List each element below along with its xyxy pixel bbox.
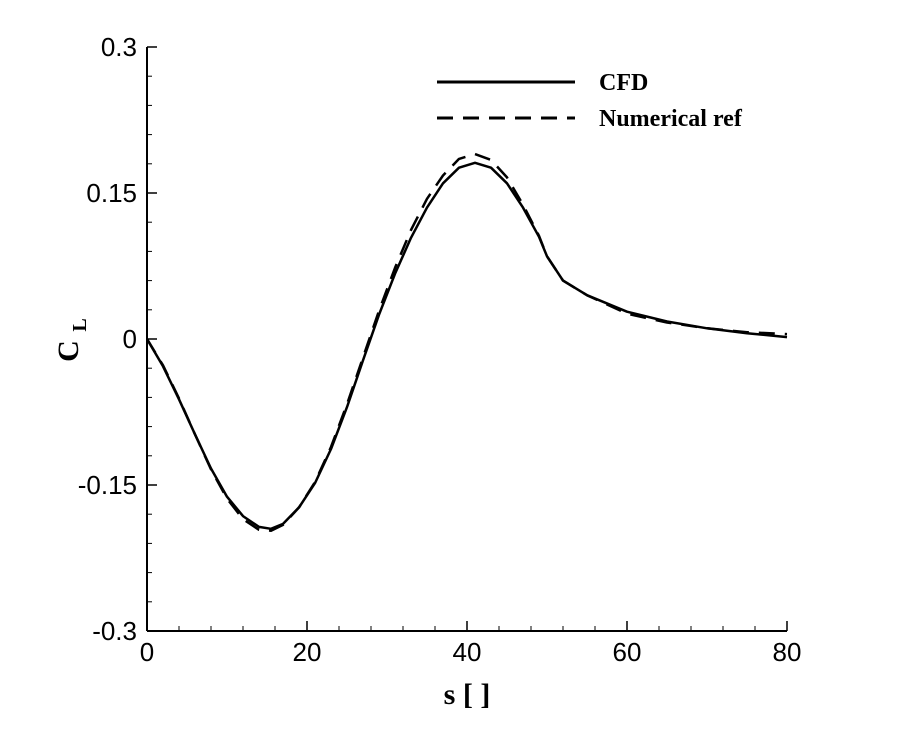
y-tick-label: -0.15 — [78, 470, 137, 500]
ticks: 0 20 40 60 80 -0.3 -0.15 0 0.15 0.3 — [78, 32, 802, 667]
legend-label-cfd: CFD — [599, 70, 648, 96]
x-tick-label: 20 — [293, 637, 322, 667]
legend-label-numerical-ref: Numerical ref — [599, 106, 743, 132]
series-line-cfd — [145, 161, 788, 531]
y-tick-label: 0 — [123, 324, 137, 354]
x-tick-label: 60 — [613, 637, 642, 667]
y-axis-title-main: C — [52, 340, 85, 362]
legend: CFD Numerical ref — [437, 70, 743, 132]
y-axis-title-subscript: L — [69, 318, 91, 331]
series-line-numerical-ref — [145, 152, 788, 532]
x-tick-label: 40 — [453, 637, 482, 667]
series-group — [145, 152, 788, 532]
x-tick-label: 0 — [140, 637, 154, 667]
x-axis-title: s [ ] — [444, 678, 491, 711]
axes — [146, 47, 787, 632]
y-tick-label: 0.3 — [101, 32, 137, 62]
y-tick-label: -0.3 — [92, 616, 137, 646]
y-axis-title: C L — [52, 318, 91, 362]
x-tick-label: 80 — [773, 637, 802, 667]
y-tick-label: 0.15 — [86, 178, 137, 208]
